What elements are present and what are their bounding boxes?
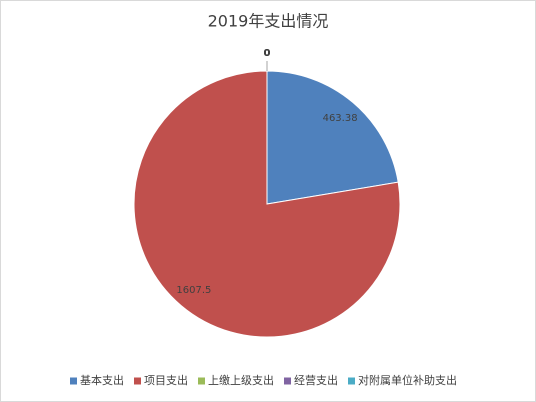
legend-swatch [198,377,205,385]
legend-swatch [284,377,291,385]
legend-swatch [134,377,141,385]
legend-label: 基本支出 [80,373,124,387]
pie-slice [266,70,399,205]
data-label: 0 [264,48,271,59]
legend-label: 经营支出 [294,373,338,387]
chart-title: 2019年支出情况 [208,12,329,31]
legend-label: 项目支出 [144,373,188,387]
legend-swatch [348,377,355,385]
data-label: 463.38 [323,113,358,124]
legend-label: 上缴上级支出 [208,373,274,387]
legend-swatch [70,377,77,385]
data-label: 1607.5 [176,285,211,296]
data-label: 0 [264,48,271,59]
data-label: 0 [264,48,271,59]
legend-label: 对附属单位补助支出 [358,373,457,387]
